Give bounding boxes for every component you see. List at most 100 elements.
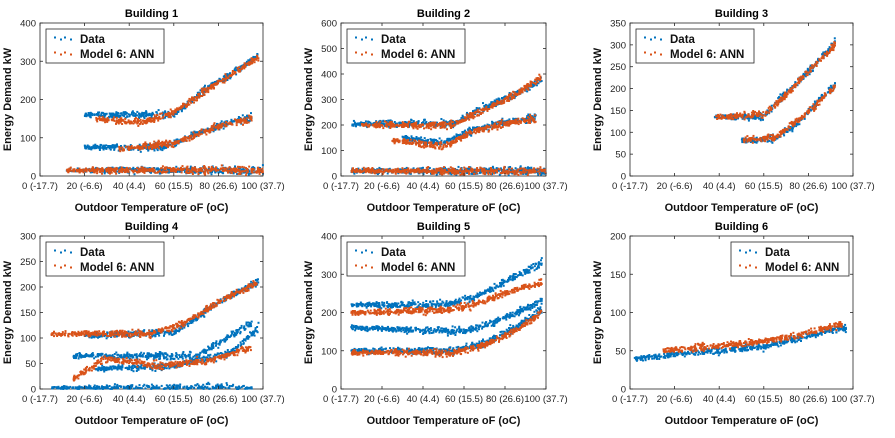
model-point bbox=[257, 59, 260, 62]
model-point bbox=[153, 119, 156, 122]
model-point bbox=[227, 167, 230, 170]
model-point bbox=[68, 167, 71, 170]
data-point bbox=[410, 118, 413, 121]
model-point bbox=[413, 122, 416, 125]
model-point bbox=[447, 172, 450, 175]
data-point bbox=[216, 122, 218, 125]
data-point bbox=[109, 113, 112, 115]
model-point bbox=[128, 167, 131, 170]
model-point bbox=[391, 125, 394, 128]
model-point bbox=[101, 172, 103, 175]
model-point bbox=[394, 140, 397, 143]
data-point bbox=[457, 165, 460, 168]
model-point bbox=[125, 166, 128, 169]
data-point bbox=[462, 117, 465, 120]
model-point bbox=[174, 108, 177, 111]
model-point bbox=[235, 119, 238, 122]
model-point bbox=[138, 145, 141, 148]
model-point bbox=[212, 123, 215, 126]
model-point bbox=[78, 167, 81, 170]
model-point bbox=[409, 171, 412, 174]
model-point bbox=[173, 168, 176, 171]
data-point bbox=[376, 173, 379, 176]
model-point bbox=[241, 165, 244, 168]
model-point bbox=[424, 145, 427, 148]
data-point bbox=[233, 120, 236, 122]
data-point bbox=[143, 117, 146, 120]
model-point bbox=[109, 172, 111, 175]
model-point bbox=[157, 117, 160, 120]
model-point bbox=[127, 147, 130, 150]
model-point bbox=[374, 125, 377, 128]
model-point bbox=[239, 119, 242, 122]
data-point bbox=[464, 129, 467, 132]
data-point bbox=[248, 120, 251, 123]
model-point bbox=[495, 124, 498, 127]
model-point bbox=[119, 118, 122, 120]
model-point bbox=[501, 126, 504, 128]
model-point bbox=[167, 167, 170, 170]
model-point bbox=[386, 125, 388, 128]
data-point bbox=[474, 171, 477, 174]
model-point bbox=[261, 169, 264, 172]
data-point bbox=[459, 133, 462, 136]
model-point bbox=[452, 121, 455, 124]
model-point bbox=[470, 131, 473, 134]
model-point bbox=[477, 127, 480, 130]
model-point bbox=[239, 121, 242, 124]
data-point bbox=[180, 110, 183, 113]
model-point bbox=[148, 168, 151, 170]
model-point bbox=[511, 170, 514, 173]
model-point bbox=[403, 171, 406, 174]
model-point bbox=[448, 121, 451, 124]
x-tick-label: 60 (15.5) bbox=[445, 181, 483, 192]
data-point bbox=[488, 103, 491, 106]
x-axis-label: Outdoor Temperature oF (oC) bbox=[75, 202, 229, 214]
model-point bbox=[162, 143, 165, 146]
data-point bbox=[118, 116, 121, 118]
model-point bbox=[151, 148, 153, 151]
data-point bbox=[495, 98, 498, 101]
model-point bbox=[459, 121, 462, 123]
data-point bbox=[435, 124, 437, 127]
model-point bbox=[415, 142, 417, 145]
chart-title: Building 1 bbox=[125, 8, 178, 20]
model-point bbox=[213, 82, 215, 85]
model-point bbox=[450, 140, 453, 143]
data-point bbox=[136, 114, 139, 117]
model-point bbox=[203, 165, 206, 167]
data-point bbox=[450, 173, 453, 176]
data-point bbox=[122, 166, 125, 169]
data-point bbox=[89, 147, 91, 150]
data-point bbox=[132, 166, 135, 169]
data-point bbox=[524, 122, 527, 124]
data-point bbox=[159, 146, 162, 149]
data-point bbox=[141, 111, 144, 114]
model-point bbox=[409, 170, 412, 173]
model-point bbox=[434, 126, 437, 129]
data-point bbox=[184, 107, 187, 110]
model-point bbox=[381, 170, 384, 173]
data-point bbox=[104, 147, 107, 150]
data-point bbox=[108, 116, 111, 119]
data-point bbox=[207, 86, 210, 88]
model-point bbox=[462, 169, 465, 172]
model-point bbox=[405, 172, 408, 175]
data-point bbox=[150, 114, 153, 117]
model-point bbox=[119, 170, 121, 173]
model-point bbox=[162, 115, 165, 118]
data-point bbox=[467, 117, 469, 120]
model-point bbox=[159, 112, 162, 115]
model-point bbox=[487, 172, 490, 174]
data-point bbox=[440, 139, 443, 142]
model-point bbox=[83, 169, 86, 172]
model-point bbox=[453, 172, 456, 174]
model-point bbox=[423, 141, 426, 144]
model-point bbox=[91, 168, 94, 171]
model-point bbox=[103, 117, 106, 120]
data-point bbox=[105, 144, 108, 147]
model-point bbox=[204, 173, 207, 176]
model-point bbox=[244, 121, 247, 124]
model-point bbox=[188, 172, 191, 174]
